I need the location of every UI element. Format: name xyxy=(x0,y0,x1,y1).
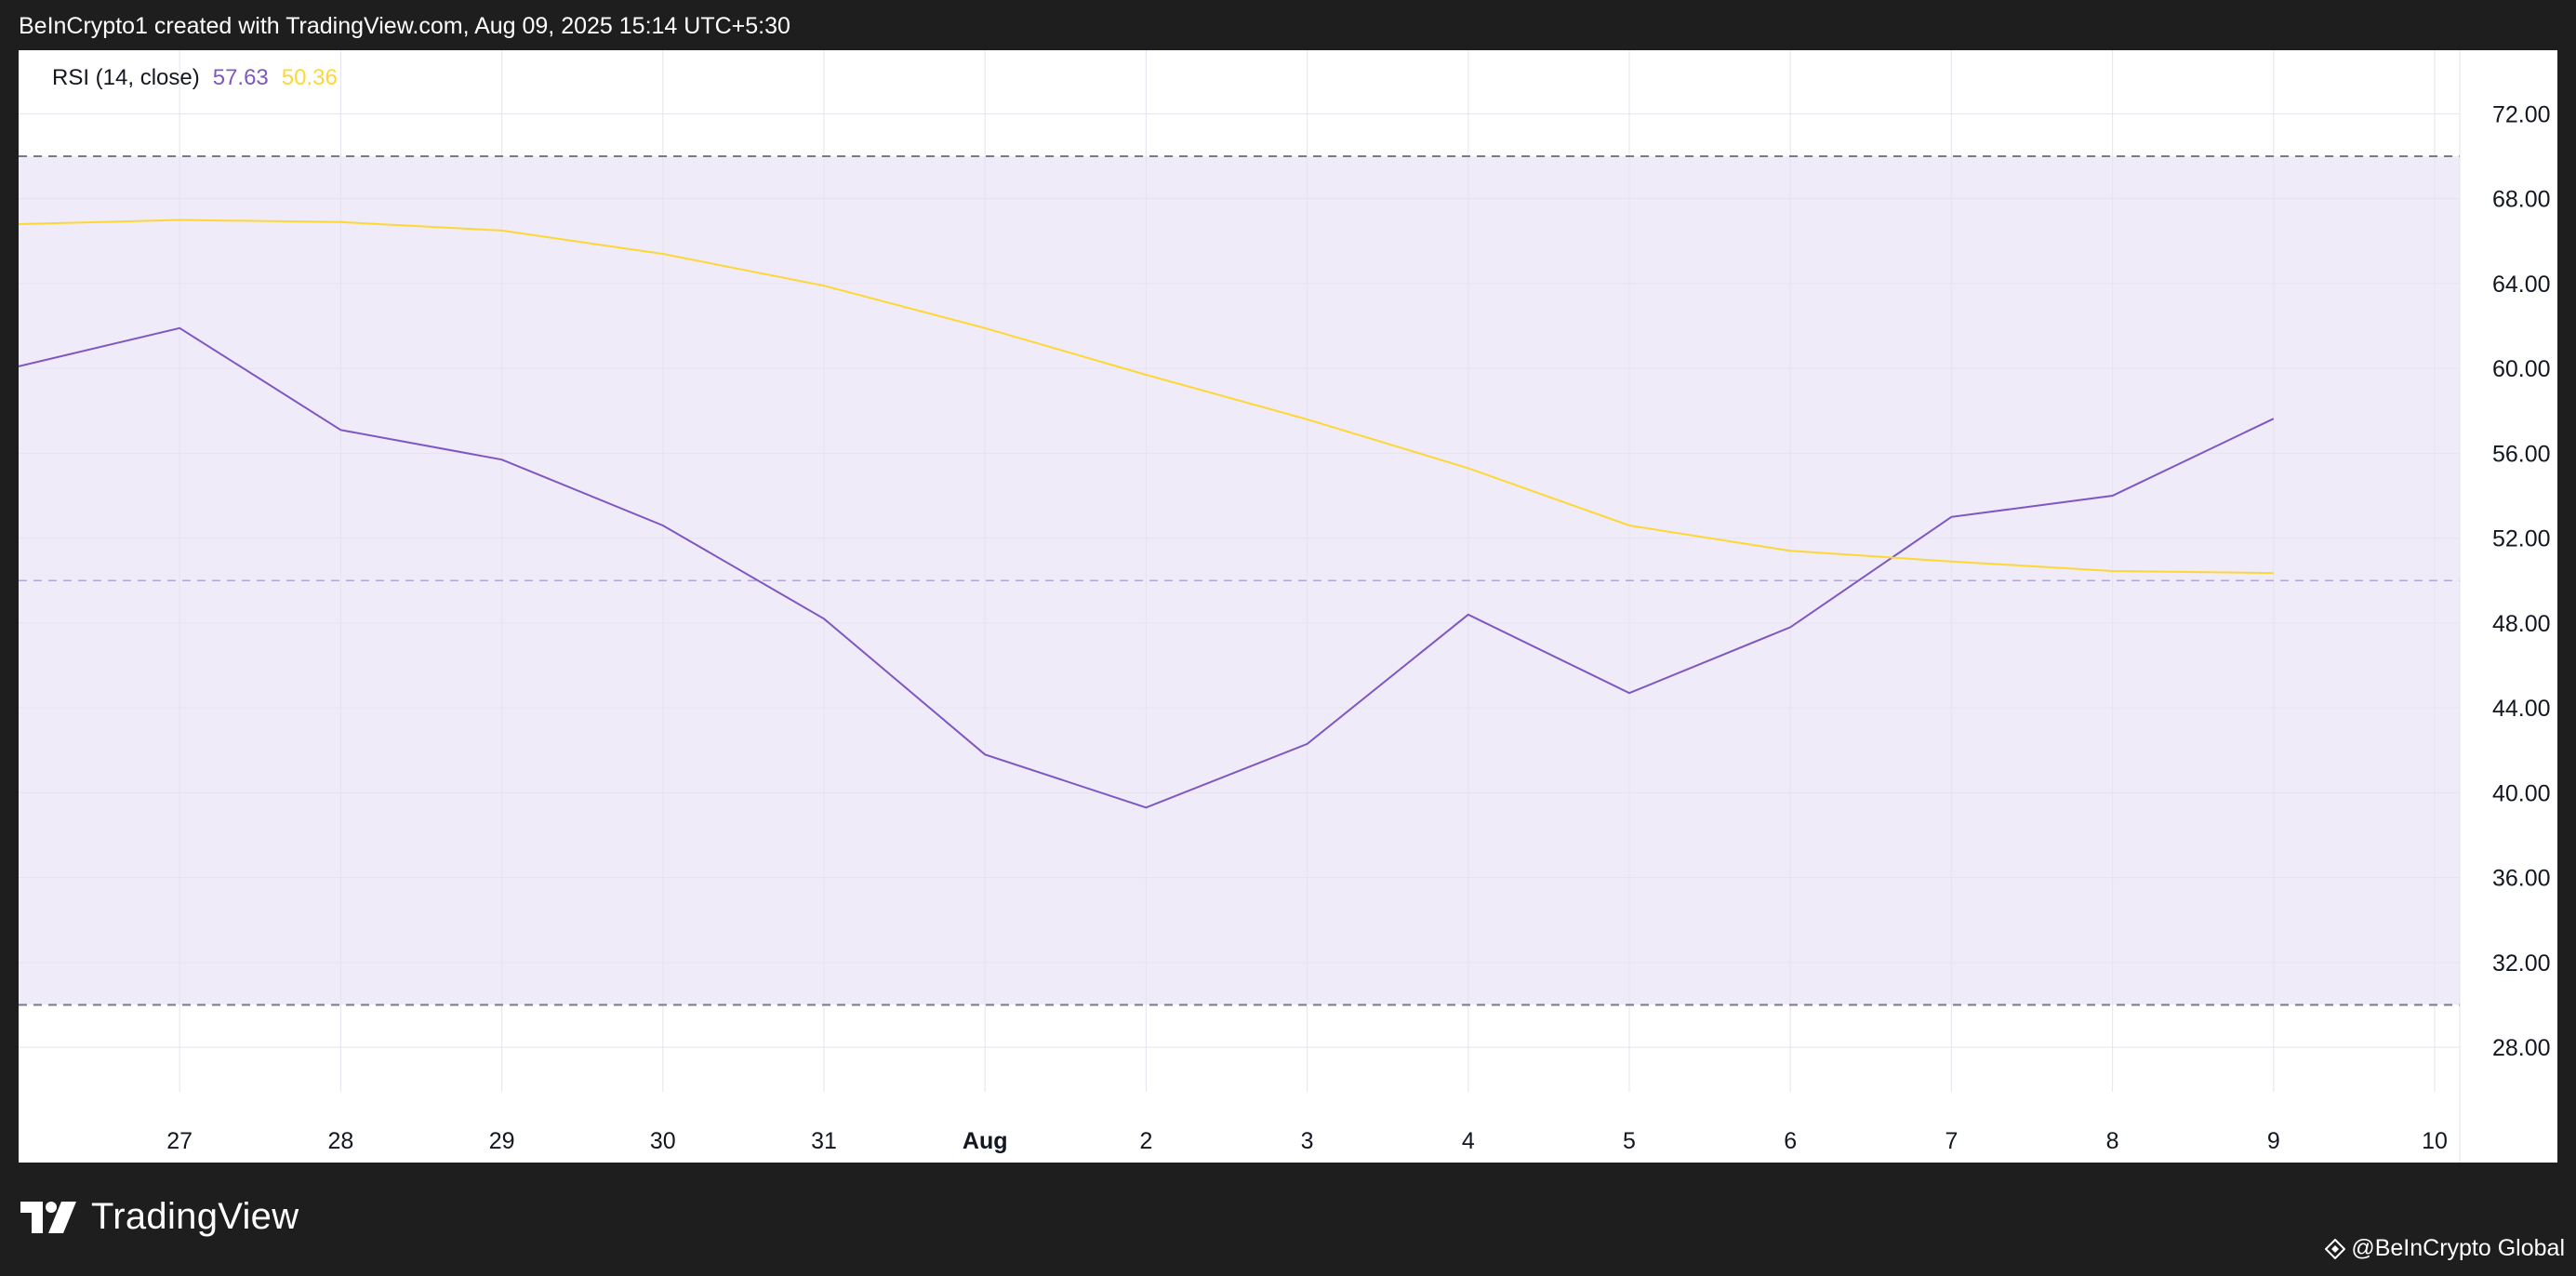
x-tick-label: 10 xyxy=(2422,1128,2448,1154)
y-tick-label: 60.00 xyxy=(2492,356,2551,382)
rsi-ma-line xyxy=(19,219,2274,575)
x-tick-label: 4 xyxy=(1462,1128,1475,1154)
band-lines xyxy=(19,155,2460,1006)
y-tick-label: 28.00 xyxy=(2492,1035,2551,1061)
y-tick-label: 56.00 xyxy=(2492,441,2551,467)
x-tick-label: 30 xyxy=(650,1128,676,1154)
tradingview-logo[interactable]: TradingView xyxy=(20,1196,299,1238)
x-tick-label: 31 xyxy=(811,1128,837,1154)
x-tick-label: Aug xyxy=(963,1128,1008,1154)
chart-panel[interactable]: 72.00 68.00 64.00 60.00 56.00 52.00 48.00 44.00… xyxy=(19,50,2557,1163)
beincrypto-watermark: @BeInCrypto Global xyxy=(2325,1235,2565,1262)
x-tick-label: 27 xyxy=(166,1128,193,1154)
x-tick-label: 2 xyxy=(1139,1128,1152,1154)
x-axis[interactable]: 27 28 29 30 31 Aug 2 3 4 5 6 7 8 9 10 xyxy=(166,1128,2448,1154)
y-tick-label: 36.00 xyxy=(2492,866,2551,892)
watermark-text: @BeInCrypto Global xyxy=(2351,1235,2565,1261)
y-tick-label: 64.00 xyxy=(2492,272,2551,298)
x-tick-label: 9 xyxy=(2267,1128,2280,1154)
x-tick-label: 5 xyxy=(1623,1128,1636,1154)
tradingview-logo-text: TradingView xyxy=(91,1196,299,1237)
y-tick-label: 44.00 xyxy=(2492,696,2551,722)
y-tick-label: 48.00 xyxy=(2492,611,2551,637)
y-tick-label: 68.00 xyxy=(2492,187,2551,213)
series-layer xyxy=(19,219,2275,809)
x-tick-label: 29 xyxy=(489,1128,515,1154)
tradingview-logo-icon xyxy=(20,1201,76,1233)
x-tick-label: 28 xyxy=(327,1128,353,1154)
rsi-chart[interactable]: 72.00 68.00 64.00 60.00 56.00 52.00 48.00 44.00… xyxy=(19,50,2557,1163)
y-tick-label: 40.00 xyxy=(2492,780,2551,806)
y-tick-label: 52.00 xyxy=(2492,526,2551,552)
legend-ma-value: 50.36 xyxy=(281,65,338,90)
legend-label: RSI (14, close) xyxy=(52,65,200,90)
y-tick-label: 72.00 xyxy=(2492,101,2551,127)
x-tick-label: 6 xyxy=(1784,1128,1797,1154)
grid-layer xyxy=(19,50,2460,1092)
x-tick-label: 3 xyxy=(1301,1128,1314,1154)
legend-rsi-value: 57.63 xyxy=(212,65,269,90)
indicator-legend[interactable]: RSI (14, close) 57.63 50.36 xyxy=(52,65,351,91)
x-tick-label: 8 xyxy=(2106,1128,2119,1154)
y-axis[interactable]: 72.00 68.00 64.00 60.00 56.00 52.00 48.00 44.00… xyxy=(2459,50,2551,1163)
beincrypto-diamond-icon xyxy=(2325,1238,2346,1259)
x-tick-label: 7 xyxy=(1945,1128,1958,1154)
rsi-line xyxy=(19,326,2275,809)
chart-attribution: BeInCrypto1 created with TradingView.com… xyxy=(19,13,790,39)
y-tick-label: 32.00 xyxy=(2492,950,2551,977)
